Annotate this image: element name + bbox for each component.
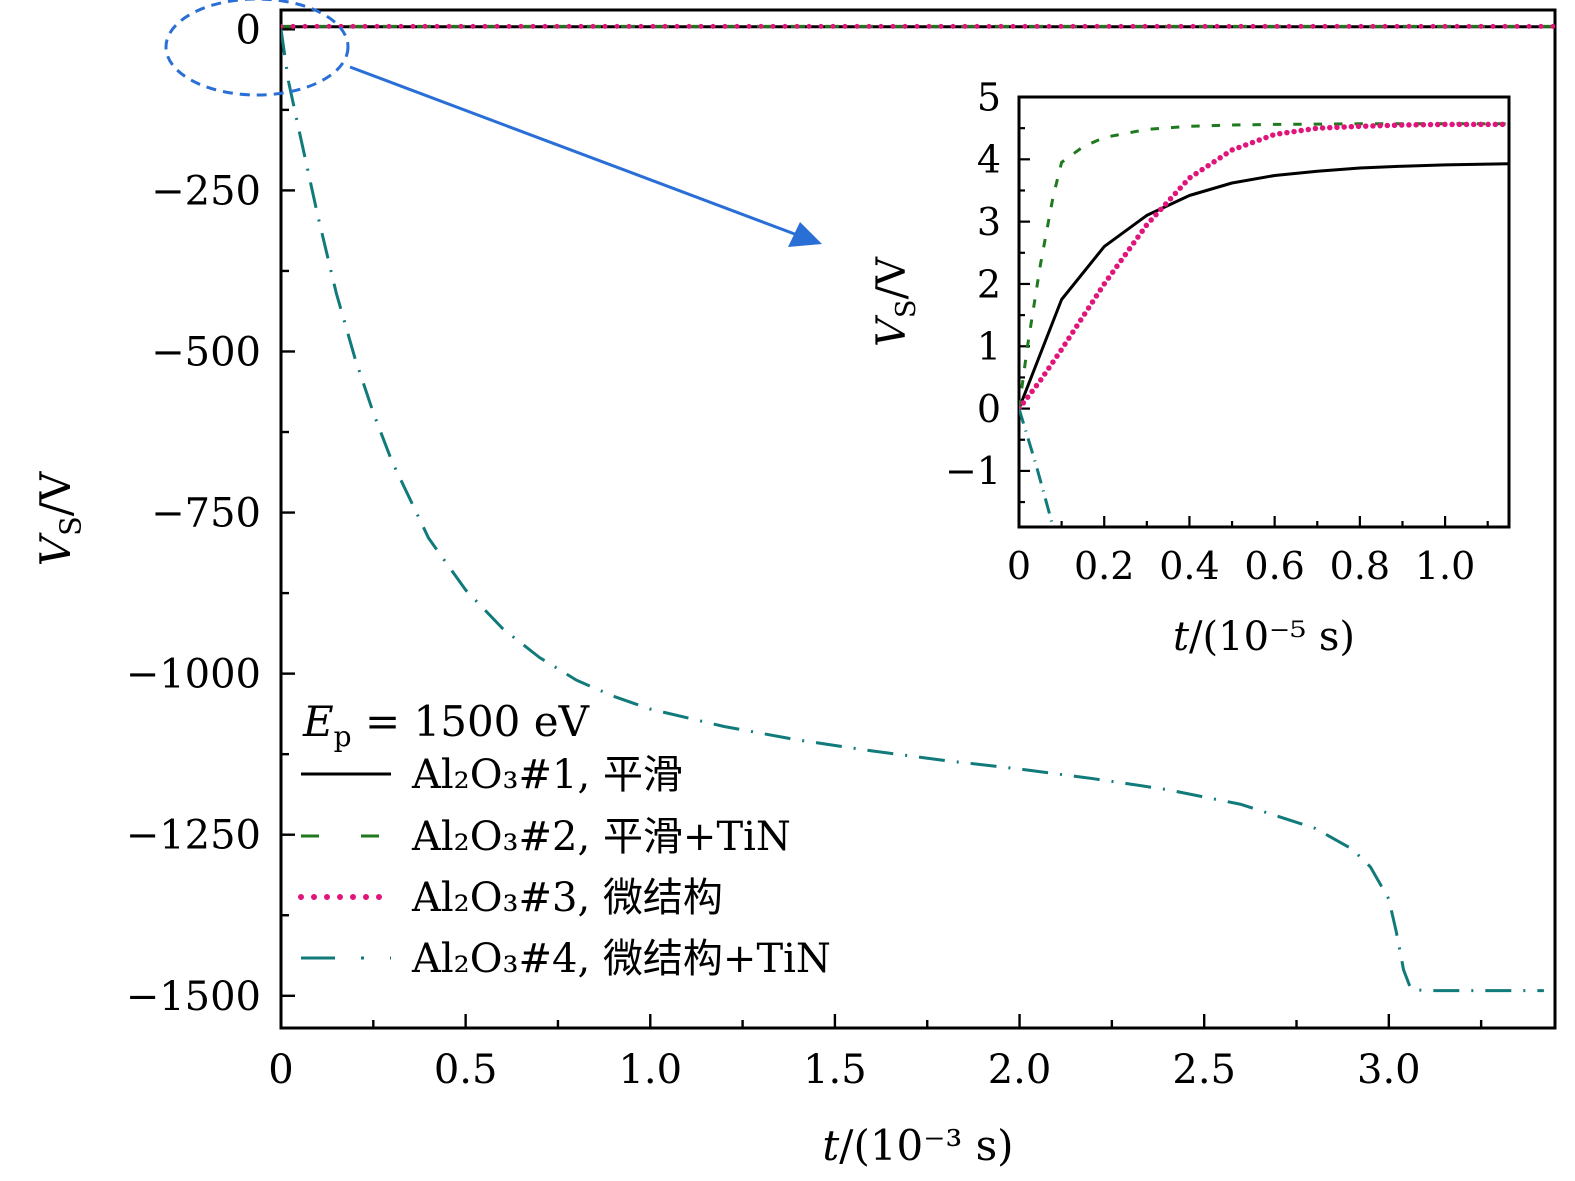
inset-y-tick-label: 2	[977, 262, 1001, 306]
main-x-tick-label: 3.0	[1357, 1047, 1421, 1093]
main-y-tick-label: 0	[236, 7, 261, 53]
main-series-group	[281, 23, 1555, 993]
legend-label-3: Al₂O₃#3, 微结构	[411, 875, 723, 921]
inset-y-tick-label: 4	[977, 138, 1001, 182]
main-y-axis-title: VS/V	[31, 471, 88, 566]
inset-series-line-3	[1019, 121, 1509, 412]
zoom-arrow-head	[788, 222, 822, 247]
main-x-tick-label: 0	[268, 1047, 293, 1093]
inset-chart: 0 0.2 0.4 0.6 0.8 1.0 −1 0 1 2 3 4 5 t/(10⁻⁵ s) VS/V	[869, 75, 1511, 660]
zoom-arrow-line	[349, 65, 801, 238]
legend-label-2: Al₂O₃#2, 平滑+TiN	[411, 814, 791, 860]
inset-series-line-1	[1019, 162, 1509, 410]
inset-x-tick-label: 1.0	[1415, 544, 1475, 588]
main-y-tick-label: −1500	[126, 974, 261, 1020]
legend-label-1: Al₂O₃#1, 平滑	[411, 752, 683, 798]
inset-y-tick-label: 1	[977, 325, 1001, 369]
legend-title: Ep = 1500 eV	[302, 697, 590, 753]
inset-plot-frame	[1017, 95, 1511, 529]
main-y-tick-label: −500	[151, 329, 261, 375]
inset-series-group	[1019, 121, 1509, 528]
main-x-tick-label: 0.5	[434, 1047, 498, 1093]
zoom-annotation	[164, 0, 822, 247]
inset-x-tick-label: 0.4	[1159, 544, 1219, 588]
inset-x-axis-title: t/(10⁻⁵ s)	[1173, 614, 1355, 660]
inset-y-tick-label: 5	[977, 75, 1001, 119]
main-x-tick-label: 1.5	[803, 1047, 867, 1093]
zoom-ellipse	[164, 0, 350, 97]
main-y-tick-label: −1250	[126, 813, 261, 859]
main-x-tick-label: 2.0	[988, 1047, 1052, 1093]
inset-x-tick-label: 0	[1007, 544, 1031, 588]
main-series-line-4	[281, 29, 1544, 993]
main-x-tick-label: 2.5	[1172, 1047, 1236, 1093]
inset-y-tick-label: −1	[945, 449, 1001, 493]
inset-y-tick-label: 0	[977, 387, 1001, 431]
inset-x-tick-label: 0.2	[1074, 544, 1134, 588]
inset-x-tick-label: 0.6	[1244, 544, 1304, 588]
inset-y-tick-label: 3	[977, 200, 1001, 244]
main-y-tick-label: −750	[151, 491, 261, 537]
inset-series-line-4	[1019, 408, 1055, 528]
main-y-tick-label: −250	[151, 168, 261, 214]
main-x-axis-title: t/(10⁻³ s)	[822, 1121, 1013, 1170]
inset-x-tick-label: 0.8	[1330, 544, 1390, 588]
main-x-tick-label: 1.0	[618, 1047, 682, 1093]
legend-label-4: Al₂O₃#4, 微结构+TiN	[411, 936, 831, 982]
main-y-tick-label: −1000	[126, 652, 261, 698]
inset-y-axis-title: VS/V	[869, 256, 922, 347]
